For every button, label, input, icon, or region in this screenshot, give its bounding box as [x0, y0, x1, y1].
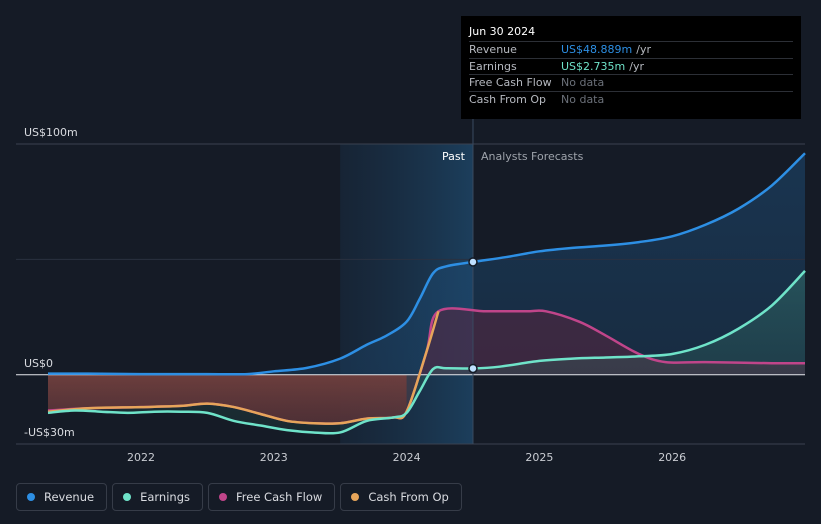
legend-item-earnings[interactable]: Earnings: [112, 483, 203, 511]
tooltip-label: Cash From Op: [469, 92, 547, 106]
tooltip-row-revenue: Revenue US$48.889m /yr: [469, 41, 793, 58]
revenue-area: [48, 153, 805, 375]
legend-dot-icon: [351, 493, 360, 501]
forecast-label: Analysts Forecasts: [481, 150, 584, 163]
legend-label: Earnings: [140, 490, 190, 504]
x-tick-label: 2024: [393, 451, 421, 464]
x-tick-label: 2025: [525, 451, 553, 464]
cfo-line: [47, 310, 440, 425]
legend-label: Cash From Op: [368, 490, 449, 504]
tooltip-date: Jun 30 2024: [469, 25, 536, 38]
y-tick-label: US$0: [24, 357, 53, 370]
tooltip-value: US$48.889m: [561, 43, 633, 56]
x-tick-label: 2023: [260, 451, 288, 464]
legend-item-cash-from-op[interactable]: Cash From Op: [340, 483, 462, 511]
y-tick-label: -US$30m: [24, 426, 75, 439]
legend-label: Revenue: [44, 490, 95, 504]
legend-dot-icon: [123, 493, 132, 501]
legend-item-free-cash-flow[interactable]: Free Cash Flow: [208, 483, 336, 511]
tooltip-value: No data: [561, 92, 605, 106]
tooltip-row-earnings: Earnings US$2.735m /yr: [469, 57, 793, 75]
revenue-line: [47, 152, 806, 376]
tooltip-label: Free Cash Flow: [469, 76, 552, 89]
earnings-hover-marker: [468, 363, 478, 374]
tooltip-row-free-cash-flow: Free Cash Flow No data: [469, 74, 793, 91]
tooltip-label: Earnings: [469, 59, 517, 73]
tooltip-row-cash-from-op: Cash From Op No data: [469, 90, 793, 108]
legend-item-revenue[interactable]: Revenue: [16, 483, 108, 511]
chart-legend: Revenue Earnings Free Cash Flow Cash Fro…: [16, 483, 462, 511]
past-label: Past: [442, 150, 466, 163]
earnings-area: [48, 270, 805, 434]
legend-label: Free Cash Flow: [236, 490, 323, 504]
earnings-line: [47, 270, 806, 435]
y-tick-label: US$100m: [24, 126, 78, 139]
revenue-hover-marker: [468, 257, 478, 267]
tooltip-unit: /yr: [629, 59, 644, 73]
tooltip-value: US$2.735m: [561, 59, 626, 73]
tooltip-unit: /yr: [636, 43, 651, 56]
x-tick-label: 2026: [658, 451, 686, 464]
hover-tooltip: Jun 30 2024 Revenue US$48.889m /yr Earni…: [461, 16, 801, 119]
x-tick-label: 2022: [127, 451, 155, 464]
legend-dot-icon: [219, 493, 227, 501]
legend-dot-icon: [27, 493, 35, 501]
tooltip-value: No data: [561, 76, 605, 89]
tooltip-label: Revenue: [469, 43, 517, 56]
